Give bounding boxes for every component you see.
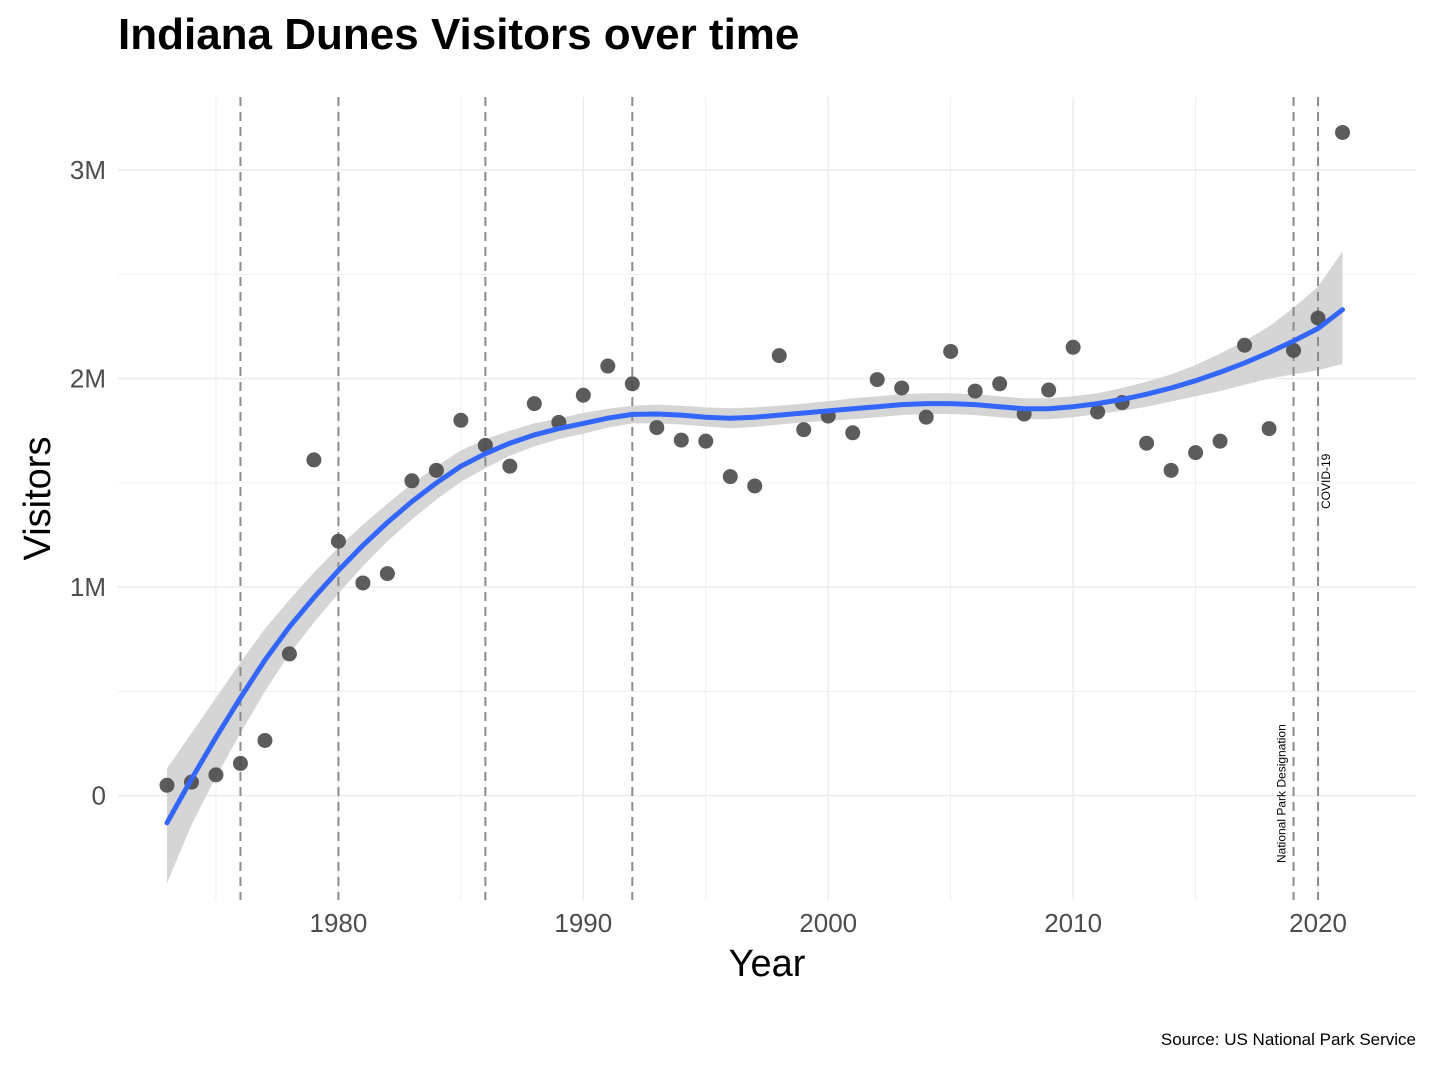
data-point <box>796 422 812 438</box>
y-axis-title: Visitors <box>17 437 59 561</box>
data-point <box>722 469 738 485</box>
data-point <box>379 566 395 582</box>
data-point <box>1163 462 1179 478</box>
x-tick-label: 1990 <box>554 908 612 938</box>
y-axis-ticks: 0 1M 2M 3M <box>70 155 106 811</box>
y-tick-label: 2M <box>70 364 106 394</box>
data-point <box>330 533 346 549</box>
data-point <box>1212 433 1228 449</box>
data-point <box>404 473 420 489</box>
smooth-line <box>164 307 1345 826</box>
data-point <box>624 376 640 392</box>
source-caption: Source: US National Park Service <box>1160 1030 1416 1049</box>
data-point <box>1286 342 1302 358</box>
data-points <box>159 124 1351 793</box>
data-point <box>771 348 787 364</box>
data-point <box>698 433 714 449</box>
x-tick-label: 2020 <box>1289 908 1347 938</box>
x-tick-label: 1980 <box>309 908 367 938</box>
y-tick-label: 0 <box>92 781 106 811</box>
data-point <box>1310 310 1326 326</box>
data-point <box>232 755 248 771</box>
data-point <box>1237 337 1253 353</box>
smooth-line-group <box>164 307 1345 826</box>
data-point <box>477 437 493 453</box>
x-tick-label: 2000 <box>799 908 857 938</box>
y-tick-label: 1M <box>70 572 106 602</box>
data-point <box>869 372 885 388</box>
event-annotation: COVID-19 <box>1319 453 1333 509</box>
data-point <box>526 396 542 412</box>
data-point <box>428 462 444 478</box>
data-point <box>967 383 983 399</box>
data-point <box>355 575 371 591</box>
data-point <box>673 432 689 448</box>
data-point <box>281 646 297 662</box>
data-point <box>1261 421 1277 437</box>
data-point <box>894 380 910 396</box>
data-point <box>575 387 591 403</box>
x-axis-ticks: 1980 1990 2000 2010 2020 <box>309 908 1346 938</box>
data-point <box>1065 339 1081 355</box>
data-point <box>1139 435 1155 451</box>
data-point <box>1090 404 1106 420</box>
data-point <box>918 409 934 425</box>
data-point <box>1335 124 1351 140</box>
data-point <box>159 777 175 793</box>
event-annotation: National Park Designation <box>1275 724 1289 863</box>
data-point <box>845 425 861 441</box>
y-tick-label: 3M <box>70 155 106 185</box>
data-point <box>1041 382 1057 398</box>
x-axis-title: Year <box>729 943 806 985</box>
data-point <box>747 478 763 494</box>
data-point <box>943 343 959 359</box>
data-point <box>600 358 616 374</box>
grid-lines <box>118 97 1416 900</box>
event-annotations: National Park Designation COVID-19 <box>1275 453 1333 863</box>
data-point <box>992 376 1008 392</box>
data-point <box>649 420 665 436</box>
data-point <box>306 452 322 468</box>
data-point <box>502 458 518 474</box>
data-point <box>257 732 273 748</box>
x-tick-label: 2010 <box>1044 908 1102 938</box>
data-point <box>1188 445 1204 461</box>
data-point <box>208 767 224 783</box>
chart-title: Indiana Dunes Visitors over time <box>118 10 800 59</box>
data-point <box>453 412 469 428</box>
